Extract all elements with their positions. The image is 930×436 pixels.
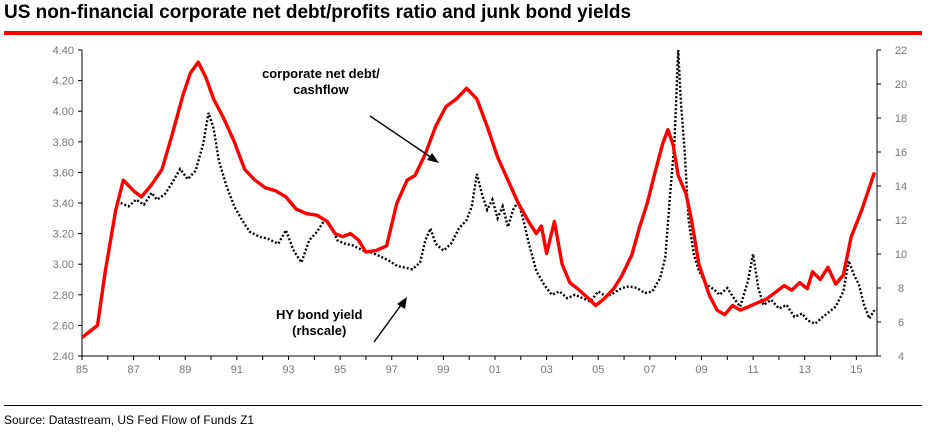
left-tick-label: 3.20 xyxy=(53,229,74,241)
x-tick-label: 03 xyxy=(540,364,552,376)
title-underline xyxy=(4,31,922,35)
hy-annotation-line2: (rhscale) xyxy=(292,323,347,338)
left-tick-label: 2.60 xyxy=(53,320,74,332)
left-tick-label: 3.00 xyxy=(53,259,74,271)
left-tick-label: 3.80 xyxy=(53,137,74,149)
tick-labels: 2.40 2.60 2.80 3.00 3.20 3.40 3.60 3.80 4.00 4.20… xyxy=(53,45,908,376)
hy-bond-yield-series xyxy=(120,49,876,326)
x-tick-label: 97 xyxy=(386,364,398,376)
right-tick-label: 4 xyxy=(898,351,904,363)
x-tick-label: 01 xyxy=(489,364,501,376)
left-tick-label: 4.20 xyxy=(53,76,74,88)
debt-annotation-line1: corporate net debt/ xyxy=(262,66,380,81)
debt-arrow-head xyxy=(427,153,439,163)
x-tick-label: 07 xyxy=(644,364,656,376)
right-tick-label: 12 xyxy=(895,215,907,227)
left-tick-label: 3.60 xyxy=(53,167,74,179)
right-tick-label: 14 xyxy=(895,181,907,193)
hy-arrow-head xyxy=(397,297,407,309)
right-tick-label: 6 xyxy=(898,317,904,329)
net-debt-cashflow-series xyxy=(80,60,877,339)
x-tick-label: 91 xyxy=(231,364,243,376)
axes xyxy=(78,49,881,360)
source-divider xyxy=(4,405,922,406)
x-tick-label: 09 xyxy=(695,364,707,376)
x-tick-label: 15 xyxy=(850,364,862,376)
right-tick-label: 20 xyxy=(895,79,907,91)
x-tick-label: 93 xyxy=(282,364,294,376)
right-tick-label: 8 xyxy=(898,283,904,295)
debt-annotation-line2: cashflow xyxy=(293,82,349,97)
chart-title: US non-financial corporate net debt/prof… xyxy=(4,2,632,23)
left-tick-label: 2.80 xyxy=(53,290,74,302)
right-tick-label: 10 xyxy=(895,249,907,261)
left-tick-label: 3.40 xyxy=(53,198,74,210)
x-tick-label: 89 xyxy=(179,364,191,376)
x-tick-label: 13 xyxy=(799,364,811,376)
left-tick-label: 4.00 xyxy=(53,106,74,118)
right-tick-label: 18 xyxy=(895,113,907,125)
right-tick-label: 16 xyxy=(895,147,907,159)
debt-series-annotation: corporate net debt/ cashflow xyxy=(262,66,380,98)
annotation-arrows xyxy=(369,115,439,343)
x-tick-label: 85 xyxy=(76,364,88,376)
right-tick-label: 22 xyxy=(895,45,907,57)
hy-annotation-arrow xyxy=(373,300,405,343)
hy-series-annotation: HY bond yield (rhscale) xyxy=(276,307,362,339)
hy-annotation-line1: HY bond yield xyxy=(276,307,363,322)
left-tick-label: 2.40 xyxy=(53,351,74,363)
source-note: Source: Datastream, US Fed Flow of Funds… xyxy=(4,413,255,427)
debt-annotation-arrow xyxy=(369,115,436,161)
x-tick-label: 99 xyxy=(437,364,449,376)
x-tick-label: 11 xyxy=(747,364,758,376)
x-tick-label: 95 xyxy=(334,364,346,376)
left-tick-label: 4.40 xyxy=(53,45,74,57)
x-tick-label: 87 xyxy=(127,364,139,376)
x-tick-label: 05 xyxy=(592,364,604,376)
